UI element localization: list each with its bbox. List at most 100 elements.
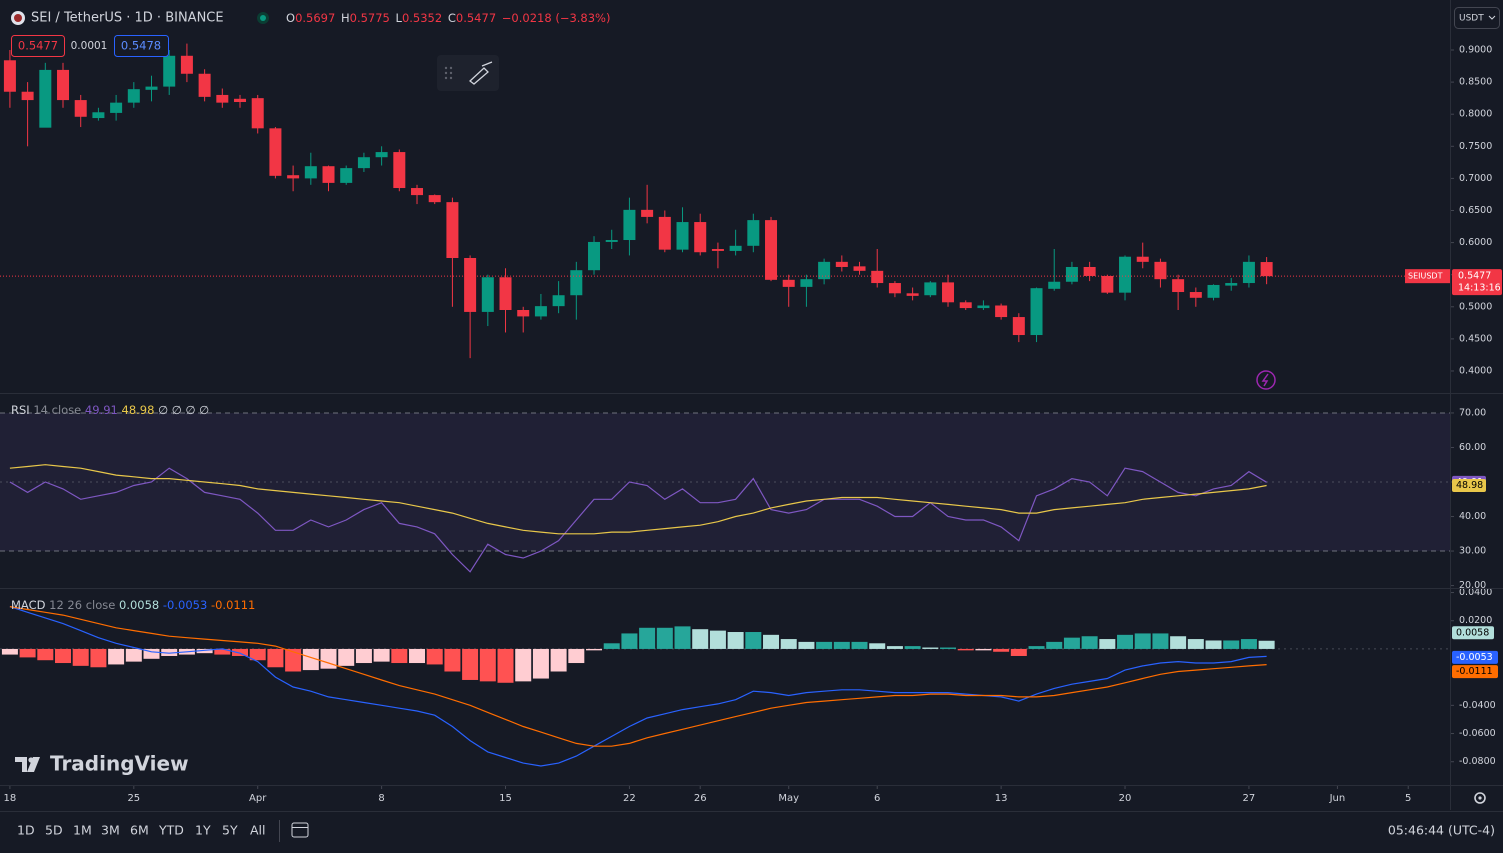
candle-body (641, 209, 654, 217)
timeframe-button[interactable]: 5Y (222, 823, 238, 838)
last-price-box (1452, 269, 1502, 296)
timeframe-button[interactable]: 3M (101, 823, 120, 838)
histogram-bar (780, 639, 797, 649)
timeframe-button[interactable]: 5D (45, 823, 63, 838)
histogram-bar (143, 648, 160, 659)
sell-price[interactable]: 0.5477 (18, 39, 58, 53)
candle-body (853, 266, 866, 271)
histogram-bar (320, 648, 337, 669)
sell-button[interactable] (11, 35, 65, 57)
histogram-bar (391, 648, 408, 664)
buy-button[interactable] (114, 35, 169, 57)
x-tick-label: 25 (127, 793, 140, 804)
ohlc-value: 0.5697 (295, 11, 335, 25)
y-tick-label: 0.4000 (1459, 365, 1492, 376)
histogram-bar (904, 646, 921, 649)
candle-body (782, 279, 795, 287)
candle-body (411, 188, 424, 196)
x-tick-label: 13 (995, 793, 1008, 804)
histogram-bar (249, 648, 266, 661)
histogram-bar (727, 632, 744, 649)
symbol-title[interactable]: SEI / TetherUS · 1D · BINANCE (31, 11, 224, 26)
macd-last-label-box (1452, 650, 1498, 664)
histogram-bar (586, 648, 603, 651)
candle-body (818, 261, 831, 280)
candle-body (747, 220, 760, 246)
ohlc-legend: O0.5697 H0.5775 L0.5352 C0.5477 −0.0218 … (286, 11, 610, 25)
x-tick-label: 6 (874, 793, 880, 804)
timeframe-button[interactable]: All (250, 823, 266, 838)
y-tick-label: 60.00 (1459, 442, 1486, 453)
candle-body (446, 202, 459, 258)
candle-body (180, 55, 193, 74)
candle-body (570, 270, 583, 296)
histogram-bar (1081, 636, 1098, 649)
candle-body (517, 309, 530, 317)
date-range-icon[interactable] (291, 822, 309, 838)
currency-label[interactable]: USDT (1459, 14, 1484, 24)
histogram-bar (55, 648, 72, 664)
dropdown-arrow (1488, 15, 1496, 20)
histogram-bar (603, 643, 620, 649)
histogram-bar (1258, 640, 1275, 649)
histogram-bar (285, 648, 302, 672)
histogram-bar (656, 627, 673, 649)
currency-selector[interactable] (1454, 7, 1500, 29)
timeframe-button[interactable]: 1Y (195, 823, 211, 838)
candle-body (393, 152, 406, 189)
drawing-toolbar[interactable] (437, 55, 499, 91)
candle-body (959, 302, 972, 309)
histogram-bar (621, 633, 638, 649)
candle-body (145, 86, 158, 90)
candle-body (92, 112, 105, 119)
histogram-bar (338, 648, 355, 666)
alert-icon[interactable] (1256, 370, 1276, 390)
candle-body (552, 295, 565, 307)
candle-body (251, 98, 264, 129)
candle-body (835, 261, 848, 267)
buy-price[interactable]: 0.5478 (121, 39, 161, 53)
spread: 0.0001 (71, 40, 108, 52)
histogram-bar (214, 648, 231, 655)
candle-body (464, 257, 477, 312)
change: −0.0218 (−3.83%) (502, 11, 611, 25)
market-status (260, 15, 266, 21)
candle-body (1189, 292, 1202, 298)
x-tick-label: 20 (1119, 793, 1132, 804)
histogram-bar (940, 647, 957, 649)
candle-body (1242, 261, 1255, 284)
signal-value: -0.0111 (211, 598, 255, 612)
rsi-ma-last-label: 48.98 (1456, 480, 1483, 491)
timeframe-button[interactable]: YTD (158, 823, 184, 838)
histogram-bar (532, 648, 549, 679)
timeframe-button[interactable]: 1D (17, 823, 35, 838)
y-tick-label: -0.0400 (1459, 700, 1496, 711)
brush-icon[interactable] (468, 61, 493, 85)
candle-body (499, 277, 512, 310)
x-tick-label: Jun (1329, 793, 1346, 804)
x-tick-label: 26 (694, 793, 707, 804)
histogram-bar (1205, 640, 1222, 649)
histogram-bar (1152, 633, 1169, 649)
candle-body (605, 240, 618, 242)
timeframe-button[interactable]: 6M (130, 823, 149, 838)
candle-body (906, 293, 919, 296)
candle-body (871, 270, 884, 284)
histogram-bar (639, 627, 656, 649)
clock[interactable]: 05:46:44 (UTC-4) (1388, 823, 1495, 838)
y-tick-label: 30.00 (1459, 546, 1486, 557)
x-tick-label: 15 (499, 793, 512, 804)
y-tick-label: 0.8500 (1459, 77, 1492, 88)
settings-icon[interactable] (1474, 792, 1486, 804)
macd-last-label: -0.0053 (1456, 652, 1493, 663)
histogram-bar (692, 629, 709, 649)
drag-handle (444, 66, 453, 80)
histogram-bar (1099, 639, 1116, 649)
histogram-bar (922, 647, 939, 649)
timeframe-button[interactable]: 1M (73, 823, 92, 838)
ohlc-letter: H (341, 11, 350, 25)
histogram-bar (851, 641, 868, 649)
candle-body (74, 100, 87, 117)
histogram-bar (1134, 633, 1151, 649)
